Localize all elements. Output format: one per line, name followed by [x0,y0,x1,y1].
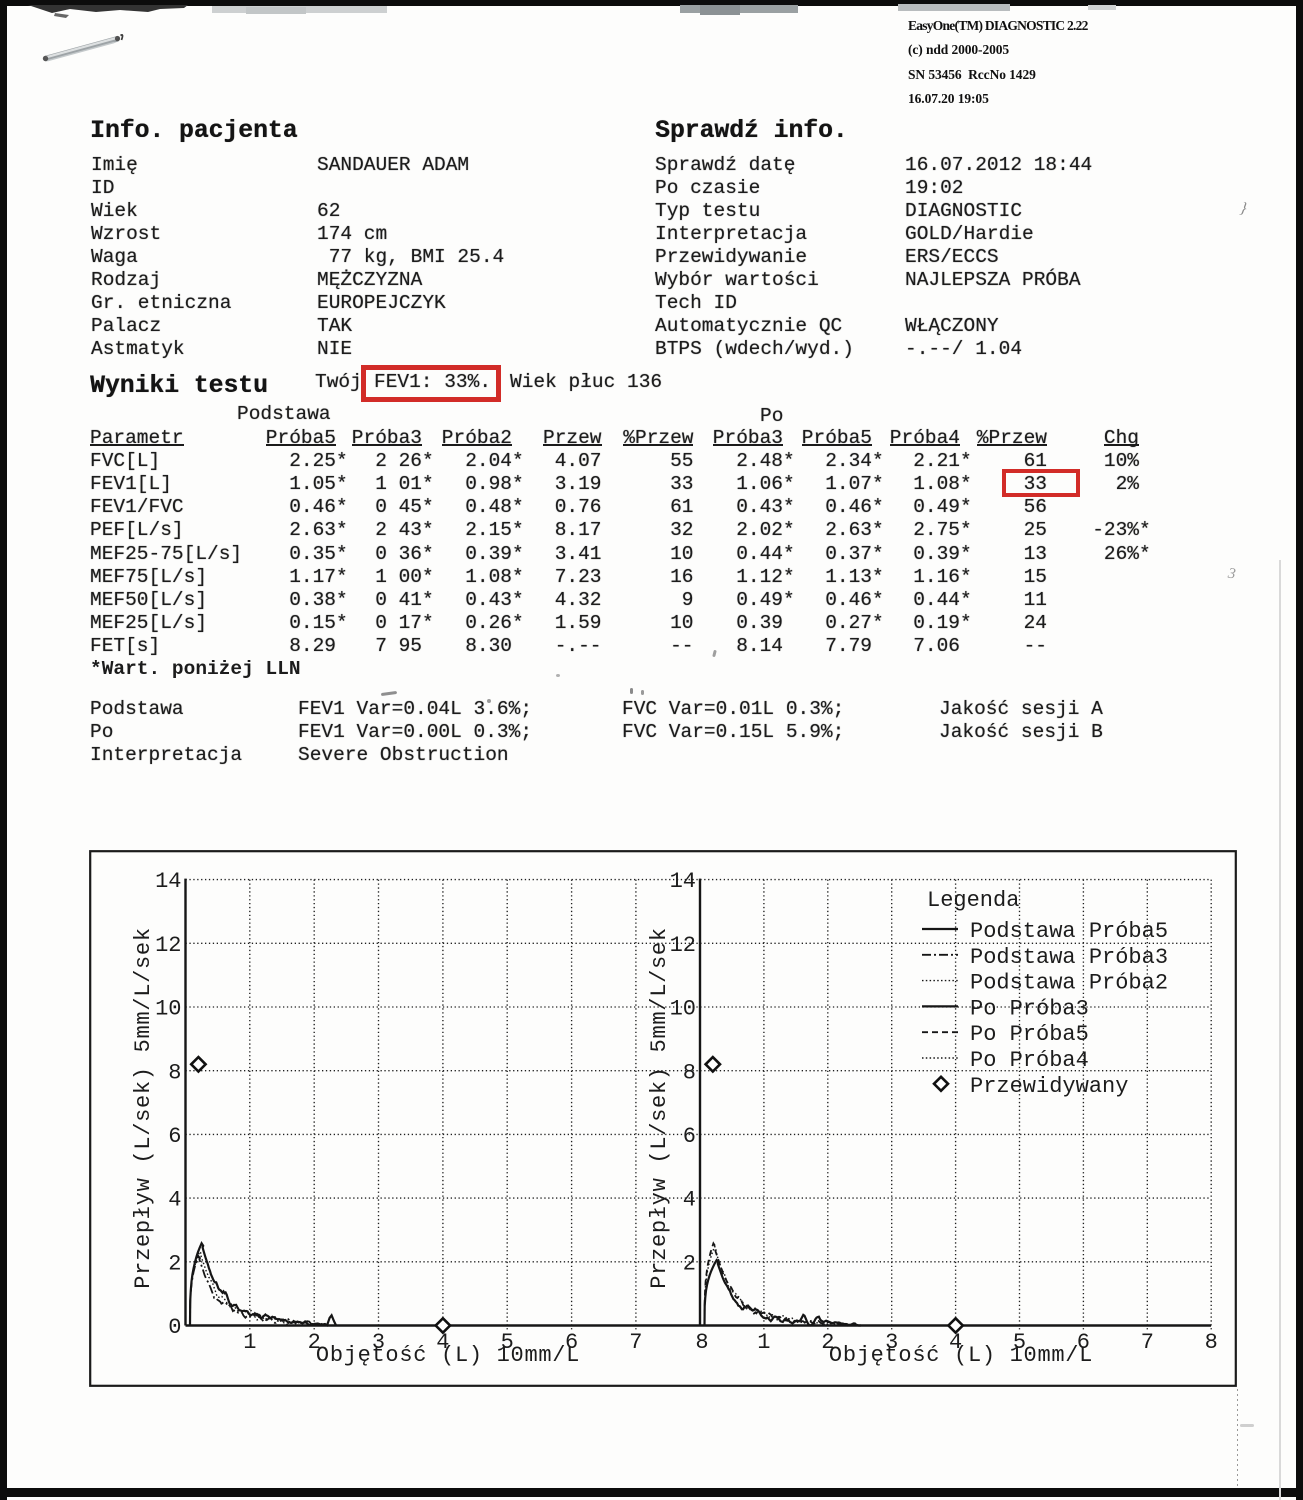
svg-text:6: 6 [168,1124,181,1149]
svg-text:Po Próba3: Po Próba3 [970,996,1089,1021]
svg-text:3: 3 [885,1330,898,1355]
svg-text:Objętość (L) 10mm/L: Objętość (L) 10mm/L [829,1343,1093,1368]
svg-text:2: 2 [168,1251,181,1276]
svg-text:14: 14 [670,869,696,894]
svg-text:2: 2 [683,1251,696,1276]
svg-text:Po Próba5: Po Próba5 [970,1022,1089,1047]
svg-text:4: 4 [949,1330,962,1355]
svg-text:4: 4 [436,1330,449,1355]
svg-text:1: 1 [757,1330,770,1355]
svg-text:8: 8 [1205,1330,1218,1355]
svg-text:Podstawa Próba5: Podstawa Próba5 [970,919,1168,944]
svg-text:3: 3 [372,1330,385,1355]
svg-text:Po Próba4: Po Próba4 [970,1048,1089,1073]
svg-text:8: 8 [695,1330,708,1355]
svg-text:2: 2 [308,1330,321,1355]
svg-text:5: 5 [501,1330,514,1355]
svg-text:Przepływ (L/sek) 5mm/L/sek: Przepływ (L/sek) 5mm/L/sek [131,927,156,1288]
svg-text:Objętość (L) 10mm/L: Objętość (L) 10mm/L [316,1343,580,1368]
svg-text:1: 1 [243,1330,256,1355]
svg-text:7: 7 [1141,1330,1154,1355]
svg-text:4: 4 [168,1188,181,1213]
svg-text:6: 6 [683,1124,696,1149]
svg-text:12: 12 [670,933,696,958]
svg-text:14: 14 [155,869,181,894]
svg-text:10: 10 [155,997,181,1022]
svg-text:Przepływ (L/sek) 5mm/L/sek: Przepływ (L/sek) 5mm/L/sek [647,927,672,1288]
svg-text:10: 10 [670,997,696,1022]
svg-text:Podstawa Próba2: Podstawa Próba2 [970,971,1168,996]
svg-text:8: 8 [168,1060,181,1085]
svg-text:2: 2 [821,1330,834,1355]
svg-text:Podstawa Próba3: Podstawa Próba3 [970,945,1168,970]
svg-text:4: 4 [683,1188,696,1213]
svg-text:12: 12 [155,933,181,958]
svg-text:7: 7 [629,1330,642,1355]
svg-text:Legenda: Legenda [927,888,1019,913]
svg-text:0: 0 [168,1315,181,1340]
svg-text:5: 5 [1013,1330,1026,1355]
svg-text:Przewidywany: Przewidywany [970,1074,1128,1099]
svg-text:6: 6 [565,1330,578,1355]
svg-text:8: 8 [683,1060,696,1085]
svg-text:6: 6 [1077,1330,1090,1355]
